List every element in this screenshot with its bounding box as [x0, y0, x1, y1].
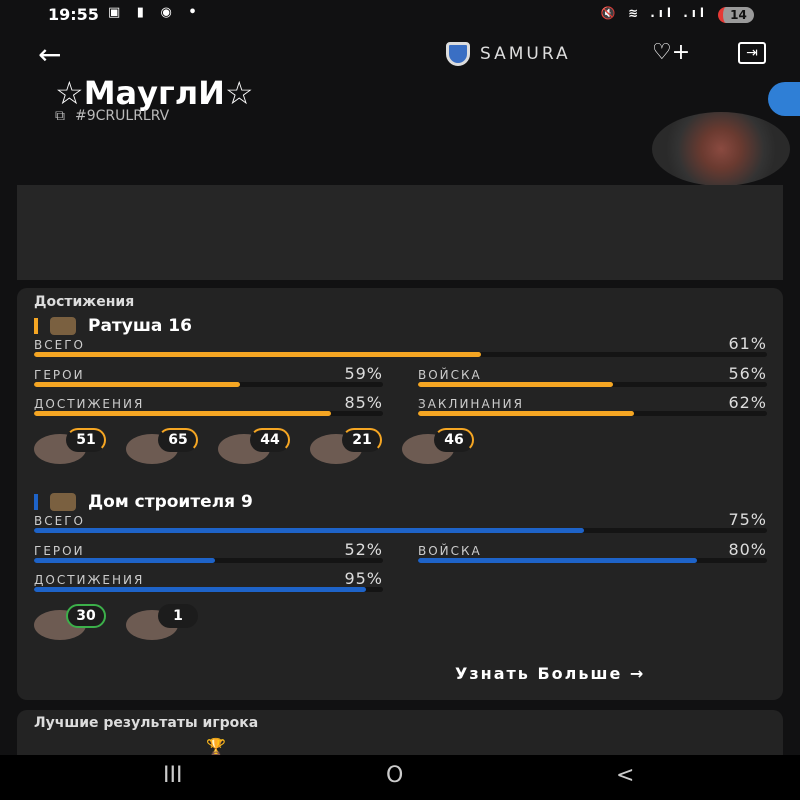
- navigation-bar: III O <: [0, 755, 800, 800]
- home-title: Ратуша 16: [88, 316, 192, 336]
- home-stat-2-value: 85%: [344, 393, 383, 412]
- builder-stat-1-value: 80%: [728, 540, 767, 559]
- builder-building-icon: [50, 493, 76, 511]
- builder-hero-1[interactable]: 1: [126, 604, 198, 640]
- home-stat-3-progress-fill: [418, 411, 635, 416]
- clock: 19:55: [48, 5, 99, 24]
- builder-hero-0[interactable]: 30: [34, 604, 106, 640]
- home-stat-3-progress-bar: [418, 411, 767, 416]
- builder-total-label: ВСЕГО: [34, 514, 85, 528]
- home-stat-0-value: 59%: [344, 364, 383, 383]
- home-stat-2-progress-bar: [34, 411, 383, 416]
- home-stat-3-label: ЗАКЛИНАНИЯ: [418, 397, 524, 411]
- clan-badge-icon: [446, 42, 470, 66]
- builder-section-header: Дом строителя 9: [34, 492, 253, 512]
- best-results-title: Лучшие результаты игрока: [34, 715, 259, 731]
- hero-level: 65: [158, 428, 198, 452]
- home-stat-0-label: ГЕРОИ: [34, 368, 85, 382]
- clan-link[interactable]: SAMURA: [446, 42, 571, 66]
- trophy-icon: 🏆: [206, 737, 226, 756]
- builder-stat-0-progress-fill: [34, 558, 216, 563]
- home-total-progress-fill: [34, 352, 482, 357]
- hero-level: 30: [66, 604, 106, 628]
- builder-stat-0-value: 52%: [344, 540, 383, 559]
- floating-button[interactable]: [768, 82, 800, 116]
- builder-stat-2-progress-fill: [34, 587, 366, 592]
- hero-level: 51: [66, 428, 106, 452]
- home-section-header: Ратуша 16: [34, 316, 192, 336]
- player-avatar: [652, 112, 790, 186]
- signal-icons: 🔇 ≋ .ıl .ıl: [600, 6, 708, 20]
- home-stat-0-progress-fill: [34, 382, 240, 387]
- home-stat-2-progress-fill: [34, 411, 331, 416]
- nav-back-button[interactable]: <: [616, 763, 635, 788]
- notification-icons: ▣ ▮ ◉ •: [108, 5, 203, 20]
- hero-level: 1: [158, 604, 198, 628]
- builder-stat-2-value: 95%: [344, 569, 383, 588]
- home-hero-3[interactable]: 21: [310, 428, 382, 464]
- tag-text: #9CRULRLRV: [75, 108, 170, 124]
- builder-stat-0-label: ГЕРОИ: [34, 544, 85, 558]
- home-stat-1-label: ВОЙСКА: [418, 368, 482, 382]
- home-total-label: ВСЕГО: [34, 338, 85, 352]
- battery-icon: 14: [718, 7, 754, 23]
- status-bar: 19:55 ▣ ▮ ◉ • 🔇 ≋ .ıl .ıl 14: [0, 0, 800, 30]
- builder-stat-2-label: ДОСТИЖЕНИЯ: [34, 573, 145, 587]
- builder-total-value: 75%: [728, 510, 767, 529]
- clan-name: SAMURA: [480, 44, 571, 64]
- hero-level: 44: [250, 428, 290, 452]
- home-button[interactable]: O: [386, 763, 404, 788]
- builder-stat-1-progress-fill: [418, 558, 698, 563]
- builder-title: Дом строителя 9: [88, 492, 253, 512]
- builder-stat-1-label: ВОЙСКА: [418, 544, 482, 558]
- exit-icon[interactable]: ⇥: [738, 42, 766, 64]
- favorite-heart-icon[interactable]: ♡+: [652, 40, 691, 65]
- hero-level: 46: [434, 428, 474, 452]
- builder-total-progress-bar: [34, 528, 767, 533]
- player-tag[interactable]: ⧉ #9CRULRLRV: [55, 108, 169, 124]
- builder-stat-0-progress-bar: [34, 558, 383, 563]
- home-total-progress-bar: [34, 352, 767, 357]
- home-hero-1[interactable]: 65: [126, 428, 198, 464]
- home-total-value: 61%: [728, 334, 767, 353]
- achievements-title: Достижения: [34, 294, 135, 310]
- builder-total-progress-fill: [34, 528, 584, 533]
- home-stat-1-progress-fill: [418, 382, 614, 387]
- back-arrow-icon[interactable]: ←: [38, 38, 62, 71]
- player-name: ☆МауглИ☆: [55, 74, 254, 112]
- hero-level: 21: [342, 428, 382, 452]
- home-hero-0[interactable]: 51: [34, 428, 106, 464]
- home-stat-1-progress-bar: [418, 382, 767, 387]
- home-stat-1-value: 56%: [728, 364, 767, 383]
- learn-more-link[interactable]: Узнать Больше →: [455, 664, 646, 683]
- home-building-icon: [50, 317, 76, 335]
- home-stat-0-progress-bar: [34, 382, 383, 387]
- recent-apps-button[interactable]: III: [163, 763, 183, 788]
- home-stat-3-value: 62%: [728, 393, 767, 412]
- banner-placeholder: [17, 185, 783, 280]
- home-stat-2-label: ДОСТИЖЕНИЯ: [34, 397, 145, 411]
- builder-stat-2-progress-bar: [34, 587, 383, 592]
- section-marker: [34, 494, 38, 510]
- section-marker: [34, 318, 38, 334]
- home-hero-2[interactable]: 44: [218, 428, 290, 464]
- home-hero-4[interactable]: 46: [402, 428, 474, 464]
- copy-icon[interactable]: ⧉: [55, 108, 65, 124]
- builder-stat-1-progress-bar: [418, 558, 767, 563]
